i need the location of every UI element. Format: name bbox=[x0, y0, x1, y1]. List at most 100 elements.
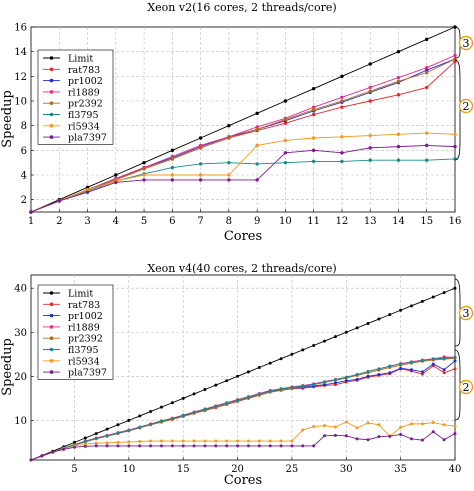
data-point-rl5934 bbox=[344, 420, 348, 424]
data-point-pla7397 bbox=[368, 146, 372, 150]
data-point-rl1889 bbox=[396, 75, 401, 80]
data-point-rl5934 bbox=[227, 173, 231, 177]
data-point-Limit bbox=[127, 418, 131, 422]
data-point-rl5934 bbox=[94, 441, 98, 445]
series-line-fl3795 bbox=[30, 158, 456, 213]
data-point-fl3795 bbox=[279, 387, 283, 391]
legend-entry: fl3795 bbox=[43, 345, 99, 356]
data-point-rl5934 bbox=[127, 440, 131, 444]
data-point-rl5934 bbox=[340, 135, 344, 139]
data-point-pla7397 bbox=[366, 438, 370, 442]
legend-swatch-marker bbox=[49, 124, 54, 128]
legend-swatch-marker bbox=[49, 370, 54, 374]
data-point-rl5934 bbox=[425, 131, 429, 135]
data-point-pla7397 bbox=[333, 433, 337, 437]
data-point-pr1002 bbox=[388, 371, 392, 375]
data-point-fl3795 bbox=[425, 158, 429, 162]
annotation-label-3: 3 bbox=[463, 37, 470, 50]
data-point-fl3795 bbox=[257, 392, 261, 396]
data-point-rl1889 bbox=[170, 154, 175, 159]
x-tick-label: 1 bbox=[28, 216, 34, 227]
x-axis-label: Cores bbox=[224, 473, 262, 487]
data-point-rl5934 bbox=[116, 440, 120, 444]
y-tick-label: 16 bbox=[14, 23, 27, 34]
data-point-fl3795 bbox=[431, 357, 435, 361]
legend-label: pr2392 bbox=[68, 99, 103, 110]
data-point-rl5934 bbox=[399, 425, 403, 429]
data-point-rl5934 bbox=[311, 136, 316, 140]
legend-entry: rat783 bbox=[43, 300, 100, 311]
data-point-pla7397 bbox=[410, 437, 414, 441]
x-tick-label: 14 bbox=[392, 216, 405, 227]
legend-swatch-marker bbox=[49, 112, 54, 117]
data-point-rat783 bbox=[311, 112, 316, 117]
data-point-pla7397 bbox=[57, 199, 61, 203]
data-point-rl5934 bbox=[170, 439, 174, 443]
data-point-Limit bbox=[425, 37, 429, 42]
data-point-pla7397 bbox=[311, 148, 316, 153]
y-tick-labels: 2 4 6 8 10 12 14 16 bbox=[14, 23, 34, 206]
y-tick-label: 4 bbox=[21, 171, 27, 182]
x-tick-label: 10 bbox=[122, 464, 135, 475]
data-point-rl5934 bbox=[246, 439, 250, 443]
y-axis-label: Speedup bbox=[0, 338, 15, 396]
data-point-Limit bbox=[116, 423, 120, 427]
data-point-rl5934 bbox=[453, 132, 457, 136]
x-tick-labels: 5 10 15 20 25 30 35 40 bbox=[71, 457, 461, 475]
x-tick-label: 8 bbox=[226, 216, 232, 227]
series-lines bbox=[29, 286, 457, 462]
legend-swatch-marker bbox=[49, 347, 54, 352]
data-point-fl3795 bbox=[301, 384, 305, 388]
series-line-pla7397 bbox=[30, 431, 456, 461]
y-axis-label: Speedup bbox=[0, 90, 15, 148]
data-point-Limit bbox=[366, 321, 370, 325]
data-point-fl3795 bbox=[333, 378, 337, 382]
data-point-fl3795 bbox=[312, 382, 316, 386]
data-point-pla7397 bbox=[453, 432, 457, 436]
data-point-pla7397 bbox=[94, 444, 98, 448]
legend-entry: pla7397 bbox=[43, 133, 107, 144]
plot-frame bbox=[30, 26, 456, 213]
data-point-Limit bbox=[227, 123, 231, 128]
data-point-pla7397 bbox=[255, 178, 259, 182]
data-point-rl5934 bbox=[192, 439, 196, 443]
data-point-pr1002 bbox=[425, 68, 429, 72]
data-point-pr2392 bbox=[311, 107, 316, 112]
data-point-Limit bbox=[431, 295, 435, 299]
legend-entry: fl3795 bbox=[43, 110, 99, 121]
data-point-pla7397 bbox=[323, 434, 327, 438]
data-point-fl3795 bbox=[159, 419, 163, 423]
data-point-rl5934 bbox=[255, 143, 259, 148]
data-point-rl5934 bbox=[290, 439, 294, 443]
data-point-fl3795 bbox=[225, 401, 229, 405]
data-point-pla7397 bbox=[127, 444, 131, 448]
data-point-fl3795 bbox=[94, 436, 98, 440]
series-line-rl5934 bbox=[30, 132, 456, 213]
legend-label: pla7397 bbox=[68, 368, 107, 379]
legend-box bbox=[37, 284, 114, 380]
data-point-pr2392 bbox=[340, 99, 344, 103]
legend-label: pr1002 bbox=[68, 311, 103, 322]
data-point-pla7397 bbox=[420, 438, 424, 442]
data-point-pr1002 bbox=[420, 370, 424, 374]
x-tick-label: 7 bbox=[197, 216, 203, 227]
legend-swatch-marker bbox=[49, 78, 54, 83]
data-point-pla7397 bbox=[340, 151, 344, 155]
data-point-pla7397 bbox=[149, 444, 153, 448]
data-point-rl5934 bbox=[442, 423, 446, 427]
data-point-rl1889 bbox=[453, 53, 457, 58]
chart-title: Xeon v2(16 cores, 2 threads/core) bbox=[147, 1, 336, 14]
legend-entry: rat783 bbox=[43, 65, 100, 76]
data-point-pr1002 bbox=[399, 366, 403, 370]
data-point-pla7397 bbox=[159, 444, 163, 448]
series-line-fl3795 bbox=[30, 356, 456, 461]
data-point-pla7397 bbox=[142, 178, 146, 182]
data-point-rl5934 bbox=[368, 133, 372, 138]
data-point-pla7397 bbox=[214, 444, 218, 448]
data-point-Limit bbox=[396, 49, 401, 54]
y-tick-label: 10 bbox=[14, 97, 27, 108]
y-tick-label: 2 bbox=[21, 195, 27, 206]
data-point-fl3795 bbox=[83, 440, 87, 443]
data-point-rl5934 bbox=[225, 439, 229, 443]
data-point-rl1889 bbox=[311, 105, 316, 109]
